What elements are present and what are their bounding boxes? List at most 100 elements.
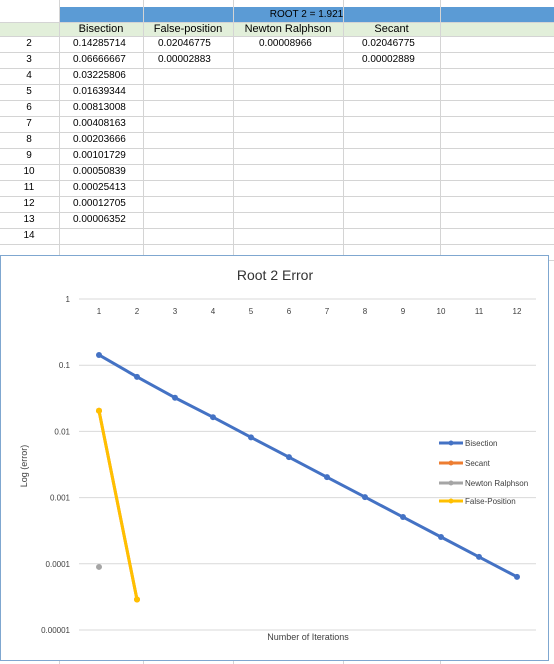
series-line-bisection — [98, 353, 518, 579]
table-cell[interactable]: 0.00408163 — [73, 118, 126, 129]
data-point — [324, 474, 330, 481]
column-header[interactable]: Bisection — [78, 23, 124, 35]
x-tick-label: 9 — [401, 307, 406, 316]
grid-line — [0, 84, 554, 85]
legend-marker — [448, 460, 454, 466]
row-number[interactable]: 12 — [23, 198, 35, 209]
grid-line — [0, 116, 554, 117]
legend-label: Bisection — [465, 439, 497, 448]
column-header[interactable]: False-position — [153, 23, 223, 35]
table-cell[interactable]: 0.06666667 — [73, 54, 126, 65]
table-cell[interactable]: 0.00203666 — [73, 134, 126, 145]
table-cell[interactable]: 0.00101729 — [73, 150, 126, 161]
data-point — [96, 351, 102, 358]
header-row — [0, 22, 554, 36]
row-number[interactable]: 7 — [26, 118, 32, 129]
table-cell[interactable]: 0.00002883 — [158, 54, 211, 65]
legend-label: False-Position — [465, 497, 516, 506]
grid-line — [0, 148, 554, 149]
grid-line — [0, 196, 554, 197]
y-tick-label: 1 — [66, 295, 71, 304]
grid-line — [0, 180, 554, 181]
x-tick-label: 8 — [363, 307, 368, 316]
grid-line — [0, 164, 554, 165]
grid-line — [0, 68, 554, 69]
x-tick-label: 7 — [325, 307, 330, 316]
data-point — [438, 533, 444, 540]
row-number[interactable]: 2 — [26, 38, 32, 49]
grid-line — [0, 132, 554, 133]
y-tick-label: 0.01 — [54, 427, 70, 436]
y-tick-label: 0.0001 — [46, 560, 71, 569]
legend-label: Secant — [465, 459, 491, 468]
y-tick-label: 0.001 — [50, 494, 71, 503]
table-cell[interactable]: 0.00012705 — [73, 198, 126, 209]
table-cell[interactable]: 0.02046775 — [362, 38, 415, 49]
x-tick-label: 6 — [287, 307, 292, 316]
x-tick-label: 10 — [437, 307, 446, 316]
row-number[interactable]: 3 — [26, 54, 32, 65]
row-number[interactable]: 14 — [23, 230, 35, 241]
table-cell[interactable]: 0.02046775 — [158, 38, 211, 49]
x-tick-label: 5 — [249, 307, 254, 316]
table-cell[interactable]: 0.00025413 — [73, 182, 126, 193]
x-tick-label: 11 — [475, 307, 484, 316]
row-number[interactable]: 5 — [26, 86, 32, 97]
table-cell[interactable]: 0.00813008 — [73, 102, 126, 113]
data-point — [286, 454, 292, 461]
table-cell[interactable]: 0.00008966 — [259, 38, 312, 49]
data-point — [134, 596, 140, 603]
x-tick-label: 2 — [135, 307, 140, 316]
legend-marker — [448, 440, 454, 446]
grid-line — [0, 36, 554, 37]
series-line-false-position — [97, 410, 139, 600]
y-axis-title: Log (error) — [19, 445, 29, 488]
row-number[interactable]: 9 — [26, 150, 32, 161]
data-point — [96, 407, 102, 414]
x-tick-label: 12 — [513, 307, 522, 316]
grid-line — [0, 228, 554, 229]
legend-marker — [448, 498, 454, 504]
data-point — [172, 394, 178, 401]
data-point — [362, 494, 368, 501]
x-tick-label: 1 — [97, 307, 102, 316]
column-header[interactable]: Newton Ralphson — [244, 23, 332, 35]
data-point — [514, 573, 520, 580]
x-tick-label: 3 — [173, 307, 178, 316]
title-cell[interactable]: ROOT 2 = 1.921 — [59, 7, 554, 22]
grid-line — [0, 22, 554, 23]
row-number[interactable]: 13 — [23, 214, 35, 225]
data-point — [210, 414, 216, 421]
table-cell[interactable]: 0.01639344 — [73, 86, 126, 97]
row-number[interactable]: 11 — [23, 182, 35, 193]
y-tick-label: 0.00001 — [41, 626, 70, 635]
data-point — [134, 373, 140, 380]
table-cell[interactable]: 0.14285714 — [73, 38, 126, 49]
table-cell[interactable]: 0.00002889 — [362, 54, 415, 65]
chart[interactable]: Root 2 Error 1 0.1 0.01 0.001 0.0001 0.00001 1 2… — [0, 255, 549, 661]
legend-marker — [448, 480, 454, 486]
chart-title: Root 2 Error — [237, 267, 314, 283]
row-number[interactable]: 4 — [26, 70, 32, 81]
row-number[interactable]: 8 — [26, 134, 32, 145]
table-cell[interactable]: 0.00006352 — [73, 214, 126, 225]
column-header[interactable]: Secant — [374, 23, 409, 35]
row-number[interactable]: 10 — [23, 166, 35, 177]
x-axis-title: Number of Iterations — [267, 632, 349, 642]
x-tick-label: 4 — [211, 307, 216, 316]
y-tick-label: 0.1 — [59, 361, 71, 370]
grid-line — [0, 212, 554, 213]
data-point — [248, 434, 254, 441]
data-point — [400, 514, 406, 521]
grid-line — [0, 100, 554, 101]
data-point — [96, 563, 102, 570]
grid-line — [0, 244, 554, 245]
table-cell[interactable]: 0.03225806 — [73, 70, 126, 81]
grid-line — [0, 52, 554, 53]
data-point — [476, 553, 482, 560]
title-text: ROOT 2 = 1.921 — [269, 9, 344, 20]
row-number[interactable]: 6 — [26, 102, 32, 113]
legend-label: Newton Ralphson — [465, 479, 528, 488]
table-cell[interactable]: 0.00050839 — [73, 166, 126, 177]
